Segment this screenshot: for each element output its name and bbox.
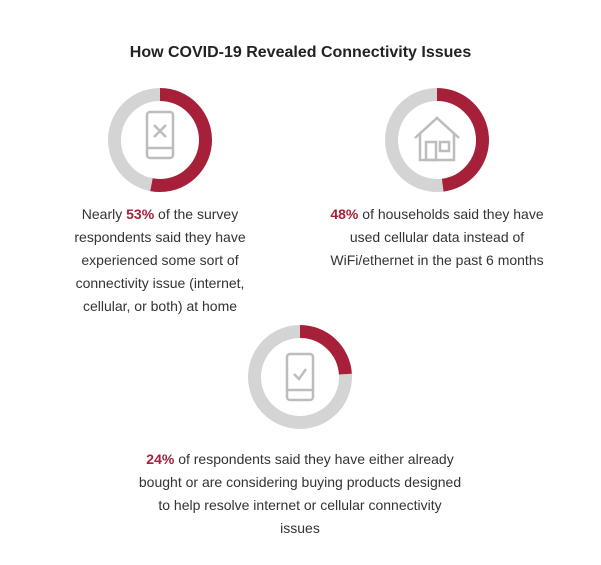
donut-segment xyxy=(299,325,352,375)
description: 48% of households said they have used ce… xyxy=(320,203,554,272)
donut-segment xyxy=(108,88,161,192)
description-text: Nearly xyxy=(81,206,127,222)
title: How COVID-19 Revealed Connectivity Issue… xyxy=(129,44,472,61)
description-text: of households said they have used cellul… xyxy=(330,206,544,268)
value-label: 53% xyxy=(126,206,155,222)
donut-segment xyxy=(385,88,444,192)
donut-segment xyxy=(248,325,352,429)
value-label: 24% xyxy=(146,451,175,467)
phone-x-icon xyxy=(145,110,175,160)
value-label: 48% xyxy=(330,206,359,222)
donut-segment xyxy=(150,88,212,192)
description-text: of the survey respondents said they have… xyxy=(74,206,246,314)
description: Nearly 53% of the survey respondents sai… xyxy=(55,203,265,318)
phone-check-icon xyxy=(285,352,315,402)
description: 24% of respondents said they have either… xyxy=(138,448,462,540)
donut-segment xyxy=(436,88,489,192)
house-icon xyxy=(414,116,460,162)
description-text: of respondents said they have either alr… xyxy=(138,451,462,536)
